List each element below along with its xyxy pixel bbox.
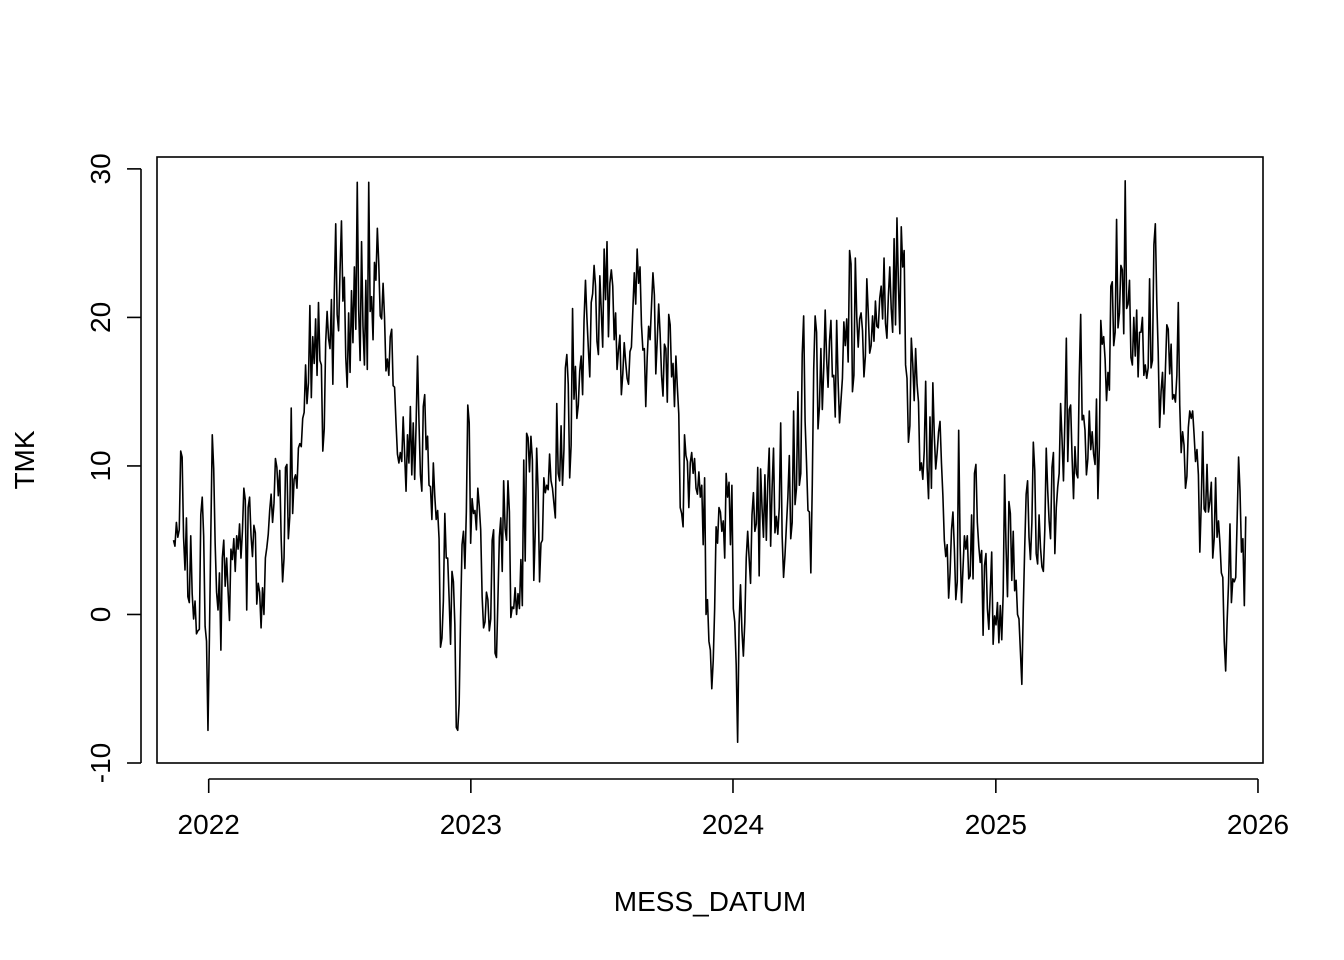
x-axis: 2022 2023 2024 2025 2026 <box>178 778 1289 840</box>
y-tick-label: 20 <box>85 302 116 333</box>
y-tick-label: 30 <box>85 153 116 184</box>
series-line <box>172 179 1247 744</box>
y-tick-label: 10 <box>85 450 116 481</box>
y-axis: -10 0 10 20 30 <box>85 153 142 783</box>
y-axis-label: TMK <box>9 430 40 489</box>
plot-frame <box>156 156 1264 764</box>
x-tick-label: 2022 <box>178 809 240 840</box>
y-tick-label: -10 <box>85 743 116 783</box>
x-tick-label: 2026 <box>1227 809 1289 840</box>
x-tick-label: 2024 <box>702 809 764 840</box>
y-tick-label: 0 <box>85 607 116 623</box>
x-tick-label: 2025 <box>965 809 1027 840</box>
x-axis-label: MESS_DATUM <box>614 886 806 917</box>
x-tick-label: 2023 <box>440 809 502 840</box>
